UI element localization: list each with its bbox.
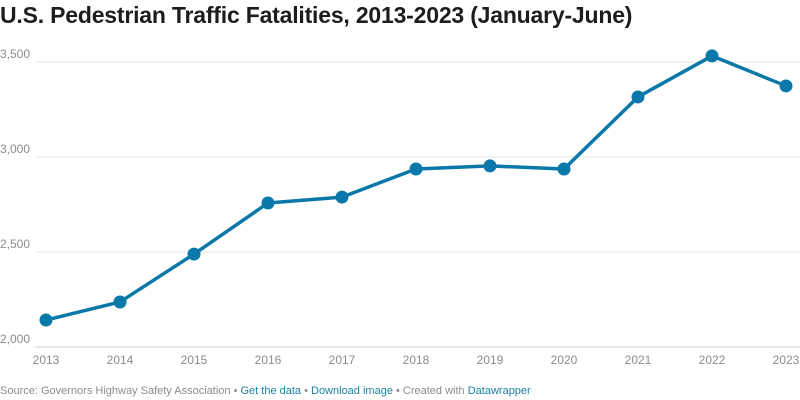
- x-tick-label: 2013: [33, 353, 60, 367]
- x-tick-label: 2020: [551, 353, 578, 367]
- data-point: [557, 162, 571, 176]
- y-tick-label: 3,500: [0, 47, 30, 61]
- y-tick-label: 2,500: [0, 237, 30, 251]
- x-tick-label: 2016: [255, 353, 282, 367]
- x-tick-label: 2015: [181, 353, 208, 367]
- line-chart: 2,000 2,500 3,000 3,500 2013 2014 2015 2016 2017…: [0, 47, 800, 367]
- x-tick-label: 2014: [107, 353, 134, 367]
- x-tick-label: 2018: [403, 353, 430, 367]
- data-point: [39, 313, 53, 327]
- x-tick-label: 2021: [625, 353, 652, 367]
- get-data-link[interactable]: Get the data: [240, 385, 302, 397]
- series-line: [45, 54, 787, 322]
- y-tick-label: 3,000: [0, 142, 30, 156]
- data-point: [779, 79, 793, 93]
- data-point: [409, 162, 423, 176]
- x-tick-label: 2019: [477, 353, 504, 367]
- chart-title: U.S. Pedestrian Traffic Fatalities, 2013…: [0, 2, 633, 28]
- source-text: Source: Governors Highway Safety Associa…: [0, 385, 231, 397]
- separator: •: [301, 385, 311, 397]
- footer: Source: Governors Highway Safety Associa…: [0, 385, 531, 397]
- separator: •: [230, 385, 241, 397]
- x-tick-label: 2022: [699, 353, 726, 367]
- data-point: [187, 247, 201, 261]
- y-tick-label: 2,000: [0, 332, 30, 346]
- data-point: [113, 295, 127, 309]
- data-point: [631, 90, 645, 104]
- data-point: [705, 49, 719, 63]
- x-tick-label: 2017: [329, 353, 356, 367]
- created-with-text: Created with: [402, 385, 465, 397]
- x-tick-label: 2023: [773, 353, 800, 367]
- data-point: [483, 159, 497, 173]
- data-point: [261, 196, 275, 210]
- data-point: [335, 190, 349, 204]
- download-image-link[interactable]: Download image: [311, 385, 393, 397]
- datawrapper-link[interactable]: Datawrapper: [467, 385, 531, 397]
- separator: •: [392, 385, 403, 397]
